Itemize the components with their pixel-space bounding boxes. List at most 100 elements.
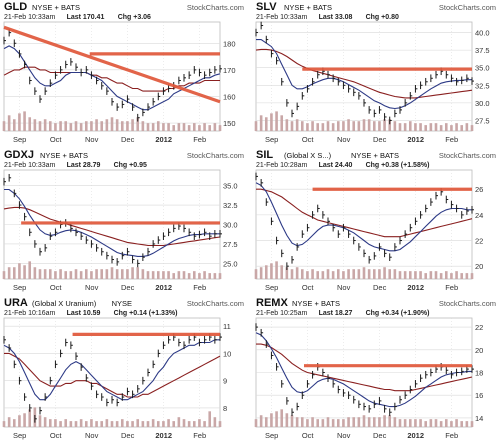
volume-bar [146, 123, 150, 131]
volume-bar [28, 261, 32, 279]
volume-bar [105, 419, 109, 427]
change-value: Chg +0.34 (+1.90%) [366, 310, 430, 317]
volume-bar [306, 419, 309, 427]
moving-average-fast-line [256, 39, 472, 110]
volume-bar [419, 419, 422, 427]
volume-bar [388, 269, 392, 279]
date-label: 21-Feb 10:25am [256, 310, 308, 317]
volume-bar [126, 421, 129, 427]
moving-average-slow-line [4, 352, 221, 398]
volume-bar [28, 409, 32, 427]
volume-bar [455, 419, 458, 427]
y-tick-label: 16 [475, 391, 483, 400]
x-tick-label: Feb [193, 135, 206, 144]
x-tick-label: Feb [445, 135, 458, 144]
volume-bar [69, 123, 73, 131]
volume-bar [439, 125, 443, 131]
last-price: Last 28.79 [67, 162, 101, 169]
volume-bar [141, 269, 145, 279]
volume-bar [110, 267, 114, 279]
volume-bar [7, 417, 11, 427]
volume-bar [12, 419, 16, 427]
y-tick-label: 150 [223, 119, 236, 128]
volume-bar [403, 419, 407, 427]
volume-bar [290, 415, 294, 427]
volume-bar [208, 273, 212, 279]
volume-bar [280, 115, 284, 131]
price-bars [255, 172, 474, 270]
volume-bar [79, 419, 83, 427]
ticker-subtitle: (Global X S...) [284, 151, 332, 160]
volume-bar [270, 413, 273, 427]
volume-bar [43, 269, 47, 279]
volume-bar [38, 269, 42, 279]
volume-bar [372, 121, 376, 131]
volume-bar [84, 269, 88, 279]
chart-panel-gdxj: GDXJ NYSE + BATS StockCharts.com 21-Feb 10:… [2, 149, 244, 292]
y-tick-label: 9 [223, 377, 227, 386]
volume-bar [383, 119, 386, 131]
chart-panel-remx: REMX NYSE + BATS StockCharts.com 21-Feb 10:… [254, 297, 496, 440]
date-label: 21-Feb 10:33am [4, 14, 56, 21]
volume-bar [74, 269, 78, 279]
volume-bar [352, 269, 356, 279]
volume-bar [342, 271, 345, 279]
volume-bar [162, 123, 165, 131]
volume-bar [408, 121, 412, 131]
volume-bar [2, 271, 6, 279]
volume-bar [115, 269, 119, 279]
y-tick-label: 35.0 [223, 182, 238, 191]
moving-average-fast-line [255, 332, 472, 408]
volume-bar [342, 121, 345, 131]
volume-bar [213, 123, 217, 131]
volume-bar [264, 117, 268, 131]
x-tick-label: Feb [445, 431, 458, 440]
volume-bar [393, 417, 397, 427]
volume-bar [33, 119, 37, 131]
volume-bar [326, 269, 330, 279]
volume-bar [326, 417, 330, 427]
moving-average-slow-line [255, 48, 473, 99]
volume-bar [295, 417, 299, 427]
volume-bar [362, 267, 366, 279]
volume-bar [48, 419, 52, 427]
chart-panel-slv: SLV NYSE + BATS StockCharts.com 21-Feb 10:3… [254, 1, 496, 144]
downtrend-line [3, 25, 221, 104]
change-value: Chg +0.95 [114, 162, 147, 169]
volume-bar [403, 271, 407, 279]
volume-bar [352, 417, 356, 427]
volume-bar [347, 417, 350, 427]
ticker-label: REMX [256, 297, 288, 309]
volume-bar [69, 421, 73, 427]
volume-bar [367, 417, 371, 427]
volume-bar [383, 267, 386, 279]
exchange-label: NYSE + BATS [284, 3, 332, 12]
volume-bar [84, 421, 88, 427]
volume-bar [285, 267, 289, 279]
volume-bar [414, 419, 417, 427]
volume-bar [110, 421, 114, 427]
volume-bar [192, 271, 196, 279]
volume-bar [131, 421, 134, 427]
change-value: Chg +0.80 [366, 14, 399, 21]
volume-bar [208, 411, 212, 427]
volume-bar [264, 417, 268, 427]
y-tick-label: 160 [223, 92, 236, 101]
volume-bar [151, 419, 155, 427]
volume-bar [59, 269, 62, 279]
date-label: 21-Feb 10:33am [4, 162, 56, 169]
volume-bar [54, 419, 57, 427]
volume-bar [470, 273, 474, 279]
volume-bar [398, 419, 402, 427]
x-tick-label: Dec [121, 431, 135, 440]
volume-bar [218, 421, 222, 427]
volume-bar [439, 273, 443, 279]
volume-bar [105, 269, 109, 279]
x-tick-label: Feb [193, 283, 206, 292]
volume-bar [203, 421, 206, 427]
volume-bar [439, 421, 443, 427]
volume-bar [18, 415, 21, 427]
volume-bar [59, 121, 62, 131]
volume-bar [362, 415, 366, 427]
